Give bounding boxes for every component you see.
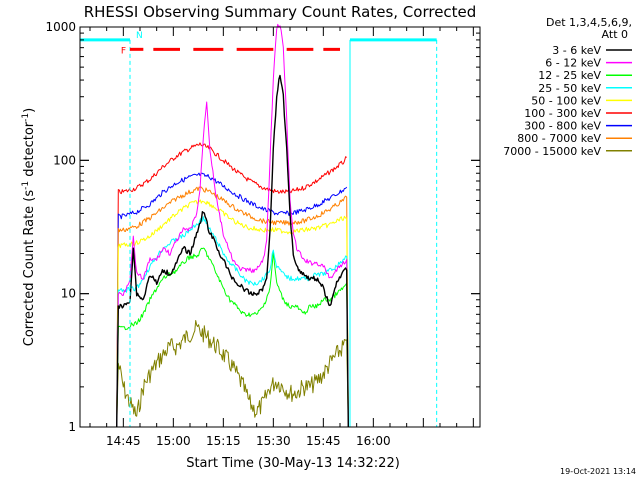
legend-entry-label: 300 - 800 keV [524, 120, 601, 133]
legend-entry-label: 3 - 6 keV [552, 44, 601, 57]
chart-title: RHESSI Observing Summary Count Rates, Co… [84, 3, 477, 21]
series-layer [116, 23, 349, 428]
x-tick-label: 16:00 [356, 434, 391, 448]
series-line [116, 172, 348, 428]
x-tick-label: 15:30 [256, 434, 291, 448]
y-tick-label: 10 [61, 287, 76, 301]
flag-layer: FN [79, 31, 438, 427]
x-axis-label: Start Time (30-May-13 14:32:22) [186, 456, 400, 471]
series-line [116, 320, 349, 428]
legend-header-detectors: Det 1,3,4,5,6,9, [546, 16, 632, 29]
series-line [116, 23, 349, 428]
x-axis: 14:45 15:00 15:15 15:30 15:45 16:00 [89, 27, 474, 448]
series-line [116, 216, 349, 428]
y-label-mid: detector [22, 121, 37, 181]
legend-header-attenuator: Att 0 [602, 28, 628, 41]
y-label-main: Corrected Count Rate (s [22, 190, 37, 347]
flag-label-n: N [136, 31, 143, 41]
y-axis-label: Corrected Count Rate (s-1 detector-1) [21, 108, 37, 346]
series-line [116, 199, 349, 428]
legend-entry-label: 100 - 300 keV [524, 107, 601, 120]
x-tick-label: 15:45 [306, 434, 341, 448]
timestamp: 19-Oct-2021 13:14 [560, 467, 636, 476]
series-line [116, 247, 349, 428]
y-tick-label: 100 [53, 153, 76, 167]
series-line [116, 142, 347, 428]
legend-entry-label: 50 - 100 keV [531, 94, 601, 107]
x-tick-label: 15:15 [206, 434, 241, 448]
legend-entry-label: 6 - 12 keV [545, 57, 601, 70]
x-tick-label: 15:00 [156, 434, 191, 448]
flag-label-f: F [121, 46, 126, 56]
plot-frame [79, 26, 481, 428]
y-tick-label: 1000 [45, 20, 76, 34]
y-label-sup-1: -1 [21, 181, 31, 190]
legend-entry-label: 12 - 25 keV [538, 69, 601, 82]
legend-entry-label: 7000 - 15000 keV [503, 145, 601, 158]
legend-entry-label: 25 - 50 keV [538, 82, 601, 95]
x-tick-label: 14:45 [106, 434, 141, 448]
y-axis: 1 10 100 1000 [45, 20, 480, 434]
legend-entry-label: 800 - 7000 keV [517, 132, 601, 145]
y-label-sup-2: -1 [21, 113, 31, 122]
series-line [116, 74, 349, 428]
y-tick-label: 1 [68, 420, 76, 434]
series-line [116, 186, 349, 428]
y-label-end: ) [22, 108, 37, 113]
